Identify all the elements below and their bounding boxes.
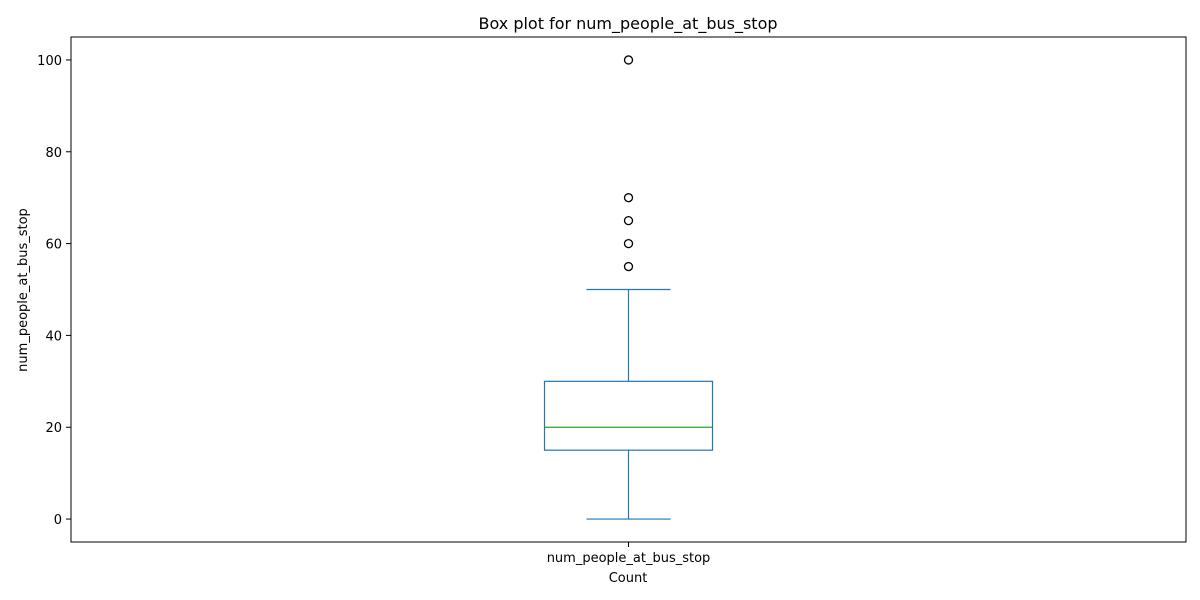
outlier-point <box>623 238 634 249</box>
y-tick-label: 60 <box>45 238 62 253</box>
y-tick-label: 100 <box>37 54 62 69</box>
interquartile-box <box>543 380 714 451</box>
chart-marks: 0 20 40 60 80 100 num_people_at_bus_stop <box>37 54 714 566</box>
x-tick-label: num_people_at_bus_stop <box>547 551 711 566</box>
outlier-point <box>623 55 634 65</box>
x-axis-label: Count <box>609 571 648 586</box>
chart-title: Box plot for num_people_at_bus_stop <box>478 14 777 34</box>
outlier-point <box>623 193 634 203</box>
y-tick-label: 0 <box>54 513 62 528</box>
outlier-point <box>623 215 634 226</box>
y-tick-label: 20 <box>45 421 62 436</box>
y-axis-label: num_people_at_bus_stop <box>16 208 31 372</box>
y-tick-label: 40 <box>45 329 62 344</box>
y-tick-label: 80 <box>45 146 62 161</box>
outlier-point <box>623 261 634 272</box>
